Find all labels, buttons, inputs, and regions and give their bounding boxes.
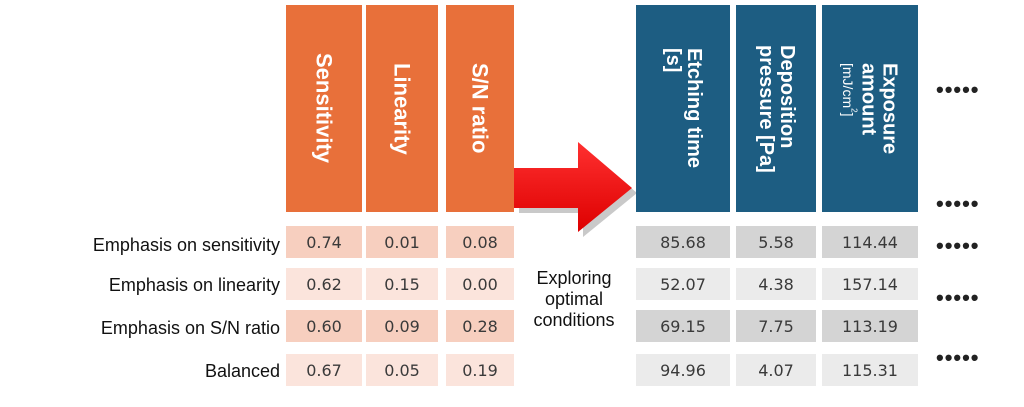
header-etching-time-line1: Etching time (683, 48, 705, 169)
header-linearity-label: Linearity (389, 62, 415, 155)
header-exposure-amount-line2: amount (857, 62, 880, 136)
header-deposition-pressure: Deposition pressure [Pa] (736, 5, 816, 212)
table-cell: 4.07 (736, 354, 816, 386)
exploring-caption: Exploring optimal conditions (514, 268, 634, 331)
table-cell: 0.74 (286, 226, 362, 258)
header-exposure-amount-unit: [mJ/cm (840, 62, 857, 109)
header-sn-ratio: S/N ratio (446, 5, 514, 212)
right-arrow-icon (514, 142, 637, 237)
ellipsis: ••••• (936, 233, 980, 258)
exploring-caption-line1: Exploring (536, 268, 612, 288)
row-label: Emphasis on linearity (108, 275, 280, 295)
table-cell: 0.62 (286, 268, 362, 300)
table-cell: 157.14 (822, 268, 918, 300)
table-cell: 0.67 (286, 354, 362, 386)
table-cell: 0.15 (366, 268, 438, 300)
header-exposure-amount: Exposure amount [mJ/cm2] (822, 5, 918, 212)
header-etching-time-line2: [s] (662, 48, 684, 73)
ellipsis: ••••• (936, 77, 980, 102)
exploring-caption-line3: conditions (533, 310, 615, 330)
row-label: Balanced (204, 361, 280, 381)
table-cell: 69.15 (636, 310, 730, 342)
table-cell: 115.31 (822, 354, 918, 386)
table-cell: 0.01 (366, 226, 438, 258)
header-exposure-amount-unit-end: ] (840, 112, 857, 117)
table-cell: 0.60 (286, 310, 362, 342)
table-cell: 0.09 (366, 310, 438, 342)
row-label: Emphasis on sensitivity (92, 235, 280, 255)
header-sensitivity-label: Sensitivity (311, 53, 337, 164)
header-exposure-amount-line1: Exposure (878, 62, 901, 155)
header-etching-time: Etching time [s] (636, 5, 730, 212)
row-label: Emphasis on S/N ratio (100, 318, 280, 338)
table-cell: 0.00 (446, 268, 514, 300)
table-cell: 85.68 (636, 226, 730, 258)
ellipsis: ••••• (936, 285, 980, 310)
table-cell: 0.08 (446, 226, 514, 258)
header-deposition-pressure-line2: pressure [Pa] (755, 44, 777, 173)
header-sn-ratio-label: S/N ratio (467, 63, 493, 154)
table-cell: 113.19 (822, 310, 918, 342)
table-cell: 7.75 (736, 310, 816, 342)
table-cell: 0.05 (366, 354, 438, 386)
exploring-caption-line2: optimal (544, 289, 604, 309)
header-sensitivity: Sensitivity (286, 5, 362, 212)
table-cell: 5.58 (736, 226, 816, 258)
ellipsis: ••••• (936, 191, 980, 216)
header-deposition-pressure-line1: Deposition (776, 44, 798, 148)
table-cell: 0.28 (446, 310, 514, 342)
header-exposure-amount-unit-sup: 2 (849, 108, 859, 113)
table-cell: 4.38 (736, 268, 816, 300)
table-cell: 0.19 (446, 354, 514, 386)
table-cell: 114.44 (822, 226, 918, 258)
ellipsis: ••••• (936, 345, 980, 370)
header-linearity: Linearity (366, 5, 438, 212)
table-cell: 94.96 (636, 354, 730, 386)
table-cell: 52.07 (636, 268, 730, 300)
